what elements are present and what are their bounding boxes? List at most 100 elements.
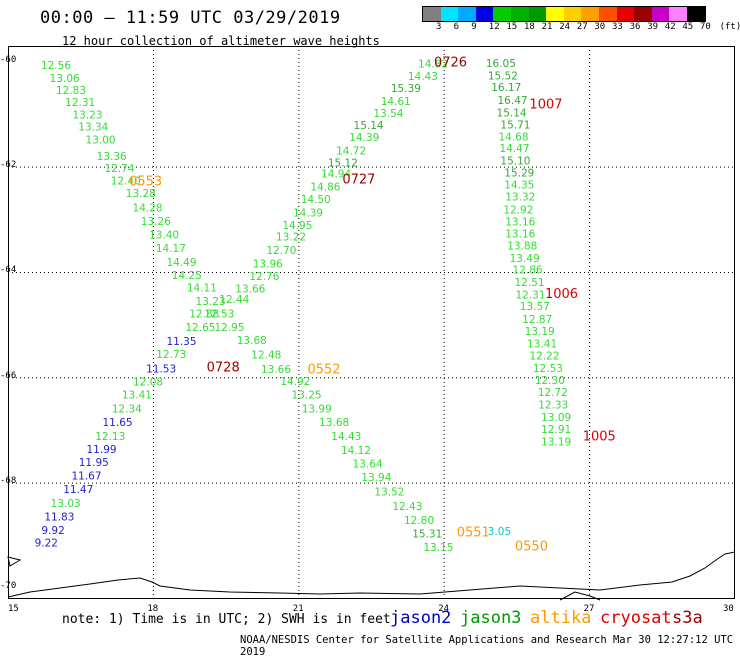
swh-observation: 13.49	[510, 253, 540, 265]
swh-observation: 13.15	[423, 542, 453, 554]
swh-observation: 15.39	[391, 83, 421, 95]
swh-observation: 13.52	[374, 487, 404, 499]
swh-observation: 13.19	[525, 326, 555, 338]
swh-observation: 11.47	[63, 484, 93, 496]
legend-label: 36	[629, 22, 641, 32]
swh-observation: 12.70	[266, 245, 296, 257]
swh-observation: 12.51	[514, 277, 544, 289]
swh-observation: 15.12	[328, 157, 358, 169]
legend-label: 15	[506, 22, 518, 32]
swh-observation: 14.49	[166, 257, 196, 269]
swh-observation: 3.05	[488, 526, 511, 538]
x-tick-label: 15	[8, 604, 19, 614]
legend-swatch	[616, 7, 635, 21]
swh-observation: 12.65	[185, 322, 215, 334]
legend-label: 33	[612, 22, 623, 32]
swh-observation: 13.16	[505, 229, 535, 241]
swh-observation: 13.36	[97, 151, 127, 163]
swh-observation: 14.35	[504, 180, 534, 192]
swh-observation: 14.92	[280, 376, 310, 388]
swh-observation: 14.12	[341, 445, 371, 457]
swh-observation: 16.47	[498, 95, 528, 107]
swh-observation: 13.34	[78, 122, 108, 134]
map-frame	[8, 46, 735, 599]
legend-label: 24	[559, 22, 571, 32]
swh-observation: 11.95	[79, 457, 109, 469]
y-tick-label: -64	[0, 265, 17, 276]
swh-observation: 13.66	[261, 364, 291, 376]
legend-swatch	[423, 7, 441, 21]
swh-observation: 14.39	[293, 207, 323, 219]
swh-observation: 14.68	[498, 132, 528, 144]
legend-swatch	[634, 7, 652, 21]
swh-observation: 11.67	[71, 470, 101, 482]
swh-observation: 13.22	[276, 232, 306, 244]
track-time-label: 1005	[583, 429, 616, 444]
track-time-label: 0550	[515, 539, 548, 554]
swh-observation: 13.40	[149, 230, 179, 242]
mission-label-jason3: jason3	[460, 608, 522, 628]
track-time-label: 0552	[307, 362, 340, 377]
swh-observation: 13.25	[292, 390, 322, 402]
swh-observation: 12.40	[111, 175, 141, 187]
swh-observation: 13.96	[253, 259, 283, 271]
swh-observation: 14.94	[321, 169, 351, 181]
swh-observation: 11.99	[87, 444, 117, 456]
swh-observation: 12.22	[529, 351, 559, 363]
swh-observation: 9.22	[35, 538, 58, 550]
swh-observation: 13.66	[235, 283, 265, 295]
swh-observation: 9.92	[41, 525, 64, 537]
x-tick-label: 30	[723, 604, 734, 614]
swh-observation: 13.41	[527, 339, 557, 351]
swh-observation: 12.73	[156, 349, 186, 361]
swh-observation: 12.31	[515, 290, 545, 302]
swh-observation: 12.76	[249, 271, 279, 283]
swh-observation: 13.57	[520, 301, 550, 313]
y-tick-label: -68	[0, 476, 17, 487]
y-tick-label: -70	[0, 581, 17, 592]
swh-observation: 15.52	[488, 71, 518, 83]
legend-label: 27	[576, 22, 588, 32]
x-tick-label: 24	[438, 604, 450, 614]
legend-label: 39	[647, 22, 659, 32]
legend-swatch	[563, 7, 582, 21]
legend-label: 12	[488, 22, 500, 32]
legend-label: 30	[594, 22, 606, 32]
swh-observation: 13.94	[361, 472, 391, 484]
swh-observation: 13.19	[541, 437, 571, 449]
swh-observation: 12.83	[56, 85, 86, 97]
legend-label: 9	[471, 22, 477, 32]
footer-note: note: 1) Time is in UTC; 2) SWH is in fe…	[62, 612, 391, 627]
legend-swatch	[546, 7, 564, 21]
swh-observation: 12.53	[533, 363, 563, 375]
swh-observation: 14.86	[310, 182, 340, 194]
legend-swatch	[458, 7, 476, 21]
swh-observation: 12.95	[214, 322, 244, 334]
swh-observation: 15.14	[497, 107, 527, 119]
swh-observation: 12.30	[535, 375, 565, 387]
swh-observation: 16.17	[491, 82, 521, 94]
legend-label: (ft)	[719, 22, 740, 32]
legend-swatch	[510, 7, 529, 21]
swh-observation: 12.88	[189, 309, 219, 321]
legend-swatch	[493, 7, 511, 21]
swh-observation: 13.26	[141, 216, 171, 228]
color-scale-labels: 3 6 9 12 15 18 21 24 27 30 33 36 39 42 45 70 (ft)	[422, 22, 740, 34]
legend-label: 21	[541, 22, 553, 32]
swh-observation: 15.10	[500, 155, 530, 167]
y-tick-label: -60	[0, 54, 17, 65]
swh-observation: 13.03	[51, 498, 81, 510]
mission-label-jason2: jason2	[390, 608, 452, 628]
swh-observation: 15.71	[500, 120, 530, 132]
swh-observation: 12.13	[95, 431, 125, 443]
legend-swatch	[686, 7, 705, 21]
swh-observation: 13.68	[237, 335, 267, 347]
swh-observation: 12.34	[112, 403, 142, 415]
track-time-label: 1006	[545, 287, 578, 302]
swh-observation: 11.65	[103, 417, 133, 429]
swh-observation: 12.80	[404, 515, 434, 527]
coastline	[7, 551, 736, 598]
swh-observation: 13.64	[353, 459, 383, 471]
swh-observation: 16.05	[486, 58, 516, 70]
